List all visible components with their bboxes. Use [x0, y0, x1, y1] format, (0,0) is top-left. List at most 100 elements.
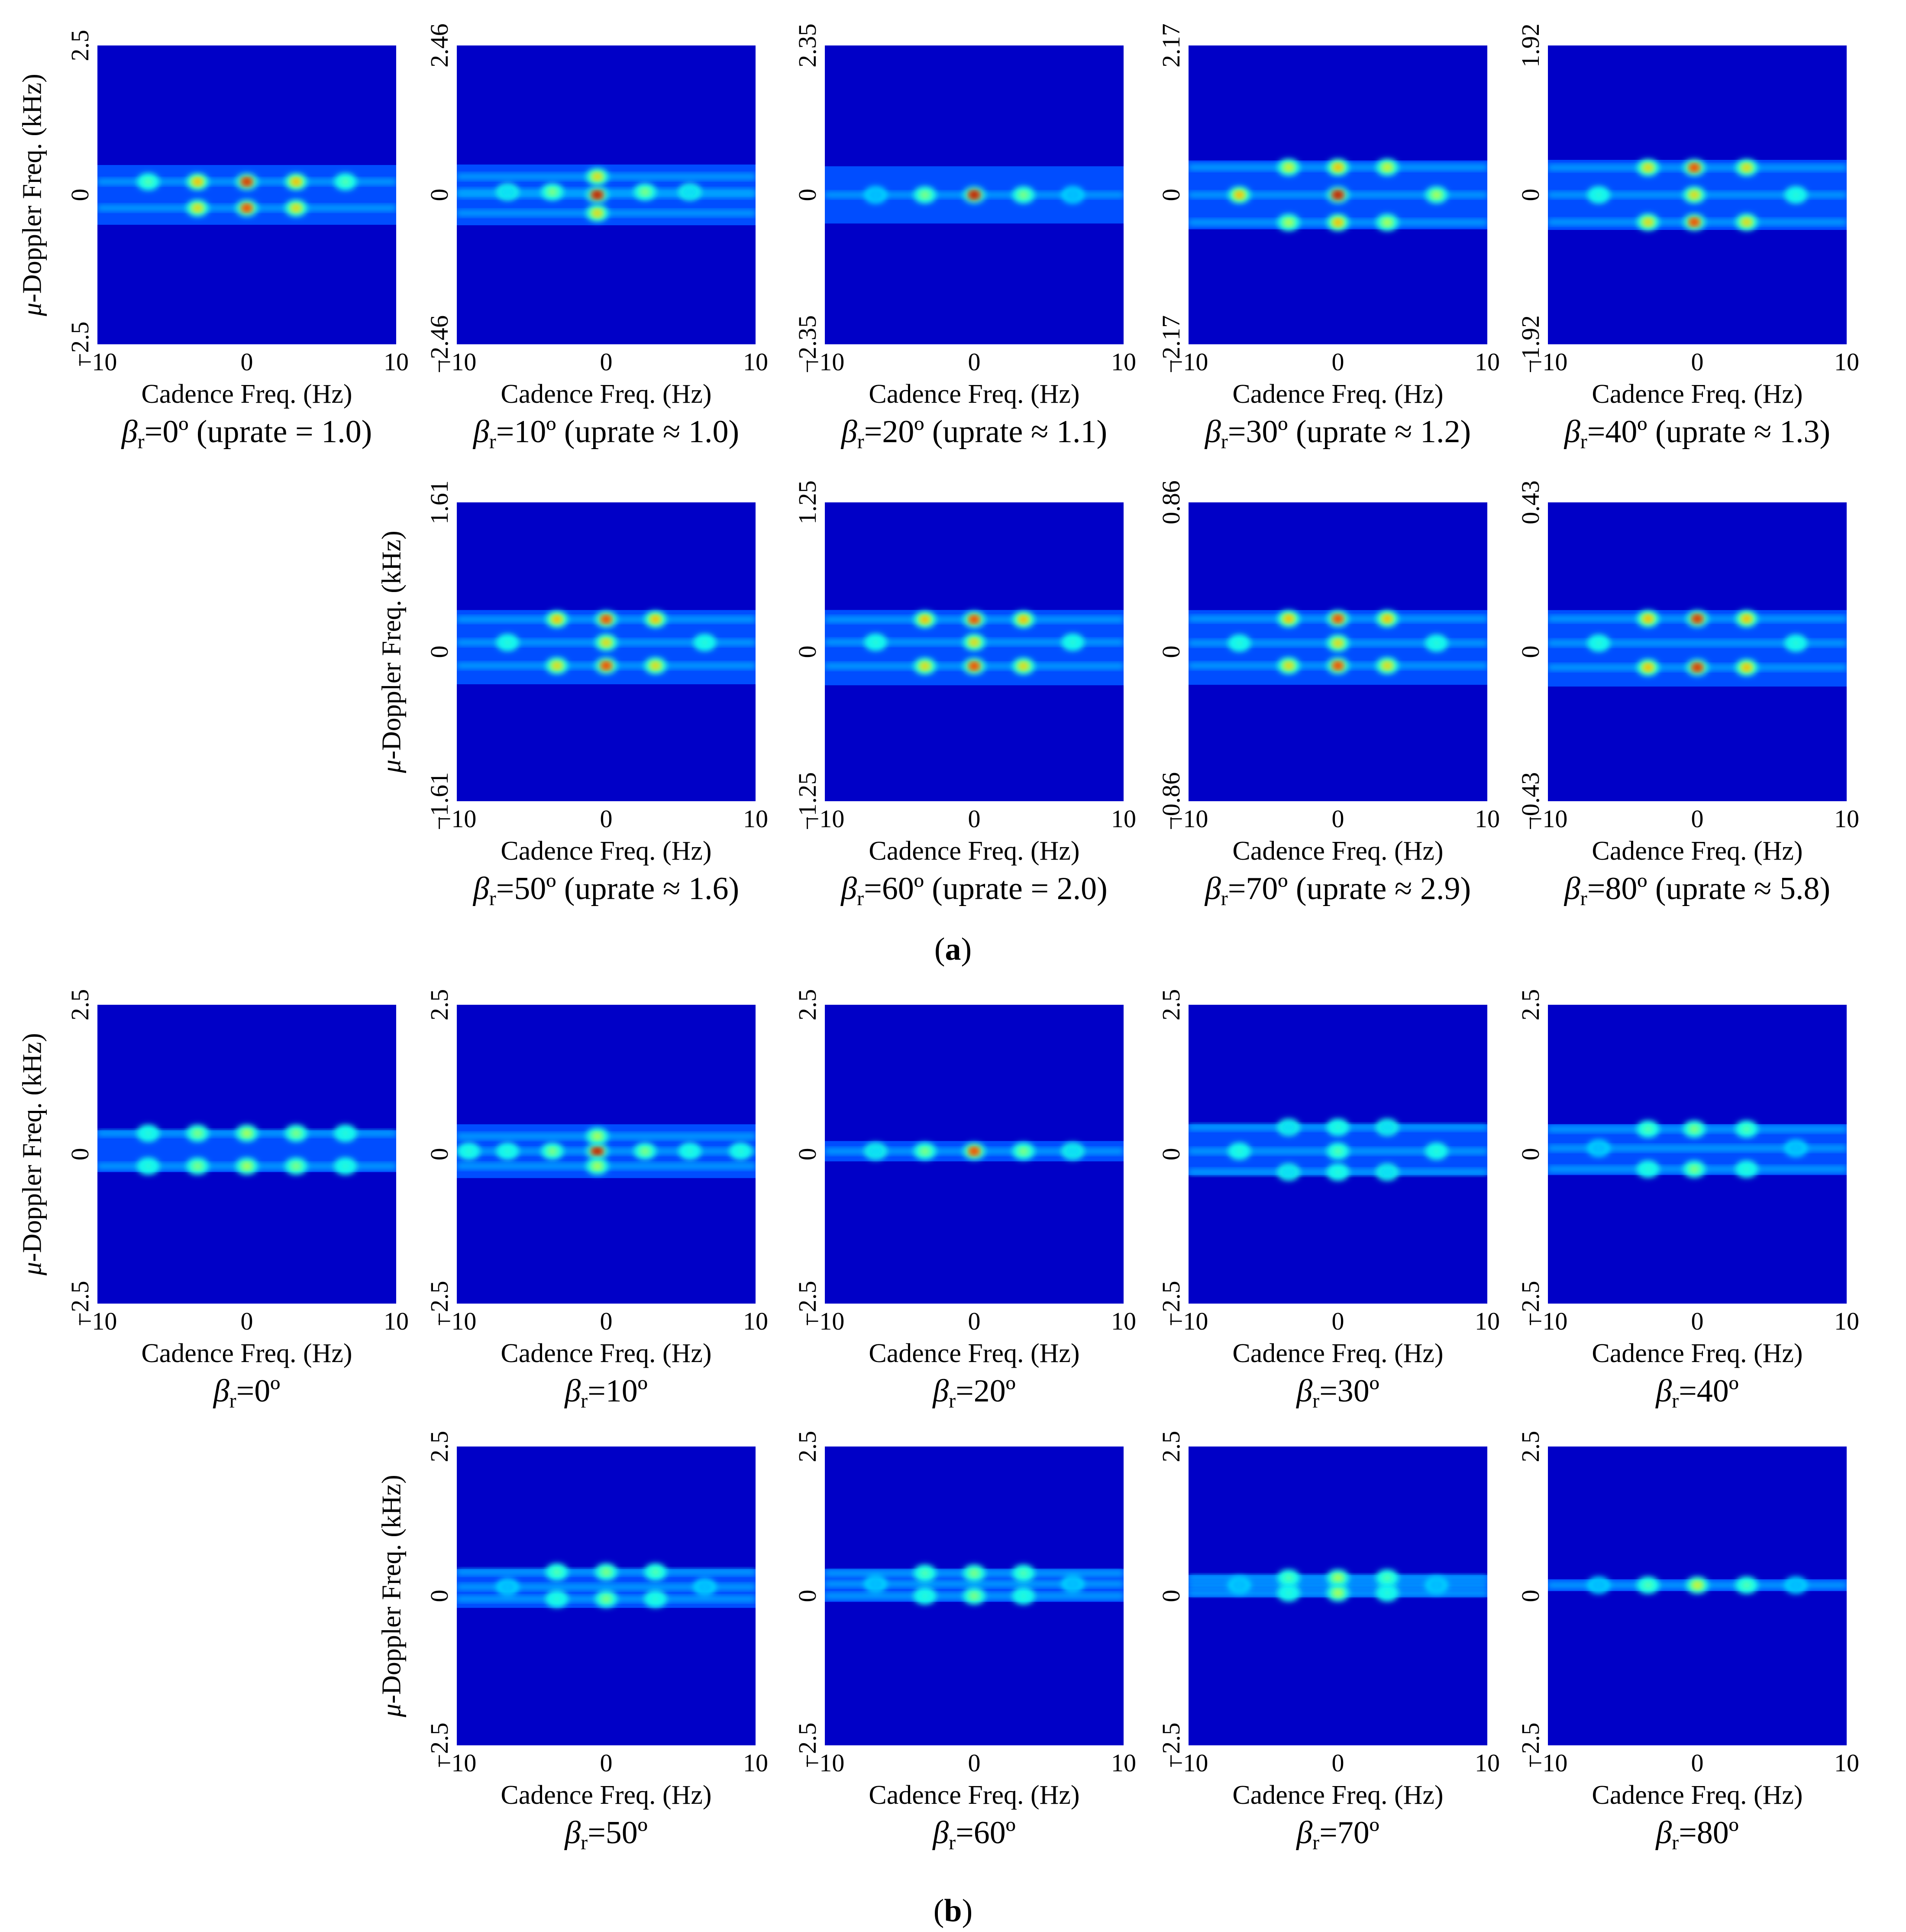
x-tick-label: 0 [1331, 1307, 1344, 1335]
heatmap-peak [1236, 192, 1243, 197]
beta-symbol: β [565, 1815, 581, 1851]
x-axis-label: Cadence Freq. (Hz) [141, 1339, 352, 1368]
beta-symbol: β [1205, 871, 1221, 906]
heatmap-peak [1644, 165, 1652, 171]
heatmap-peak [553, 617, 561, 622]
heatmap-peak [1644, 665, 1652, 670]
heatmap-plot-area [97, 1005, 396, 1304]
panel-caption: βr=0º (uprate = 1.0) [122, 414, 372, 453]
heatmap-peak [1069, 192, 1076, 197]
beta-symbol: β [1564, 414, 1580, 450]
x-tick-label: 0 [968, 1749, 981, 1777]
heatmap-peak [971, 639, 978, 645]
heatmap-plot-area [825, 1005, 1124, 1304]
y-axis-label-mu: μ [377, 1703, 407, 1717]
heatmap-svg [1189, 1447, 1487, 1745]
panel-caption: βr=10º (uprate ≈ 1.0) [473, 414, 739, 453]
x-tick-label: 10 [743, 1749, 768, 1777]
heatmap-peak [1691, 219, 1698, 225]
heatmap-peak [737, 1149, 744, 1154]
heatmap-peak [1792, 640, 1799, 646]
panel-caption: βr=80º [1656, 1815, 1739, 1854]
heatmap-svg [457, 1005, 756, 1304]
heatmap-peak [243, 1130, 250, 1136]
heatmap-peak [971, 1593, 978, 1599]
y-tick-label: 1.92 [1516, 23, 1544, 68]
heatmap-peak [1595, 192, 1602, 197]
x-tick-label: 0 [240, 1307, 253, 1335]
heatmap-plot-area [97, 45, 396, 344]
heatmap-peak [145, 179, 152, 184]
beta-symbol: β [213, 1373, 229, 1409]
heatmap-ridge [1548, 1146, 1847, 1151]
y-tick-label: 0.86 [1157, 480, 1185, 524]
heatmap-peak [652, 617, 659, 622]
x-axis-label: Cadence Freq. (Hz) [869, 379, 1080, 409]
heatmap-peak [145, 1163, 152, 1169]
heatmap-peak [1285, 1590, 1292, 1596]
heatmap-peak [504, 1584, 511, 1590]
heatmap-plot-area [457, 1005, 756, 1304]
caption-angle: =60º [956, 1815, 1016, 1851]
heatmap-peak [1691, 1166, 1698, 1172]
heatmap-peak [1743, 1582, 1750, 1588]
panel-caption: βr=60º (uprate = 2.0) [841, 871, 1107, 910]
heatmap-peak [1433, 192, 1440, 197]
heatmap-peak [1020, 1149, 1027, 1154]
heatmap-peak [1383, 1124, 1391, 1130]
x-tick-label: −10 [1169, 1307, 1208, 1335]
beta-subscript: r [1221, 430, 1228, 453]
heatmap-peak [1334, 192, 1341, 197]
heatmap-ridge [1548, 640, 1847, 646]
beta-symbol: β [1296, 1373, 1313, 1409]
x-axis-label: Cadence Freq. (Hz) [1232, 836, 1444, 866]
y-axis-label: μ-Doppler Freq. (kHz) [377, 1475, 407, 1717]
heatmap-peak [1069, 1149, 1076, 1154]
y-tick-label: 0 [1157, 1148, 1185, 1161]
heatmap-peak [1743, 1166, 1750, 1172]
x-tick-label: 0 [600, 1307, 613, 1335]
x-tick-label: 10 [1475, 1307, 1500, 1335]
caption-angle: =30º [1319, 1373, 1379, 1409]
heatmap-peak [1334, 616, 1341, 621]
heatmap-peak [1383, 220, 1391, 225]
x-tick-label: 0 [968, 1307, 981, 1335]
y-axis-label-text: -Doppler Freq. (kHz) [17, 74, 47, 303]
heatmap-peak [1334, 640, 1341, 646]
y-axis-label: μ-Doppler Freq. (kHz) [377, 531, 407, 773]
heatmap-plot-area [1189, 45, 1487, 344]
heatmap-peak [1383, 1575, 1391, 1581]
y-tick-label: 0 [793, 1589, 821, 1602]
x-tick-label: 10 [1475, 1749, 1500, 1777]
heatmap-peak [292, 1163, 300, 1169]
heatmap-peak [1595, 1146, 1602, 1151]
beta-subscript: r [1672, 1831, 1679, 1854]
heatmap-plot-area [825, 1447, 1124, 1745]
heatmap-peak [594, 1149, 601, 1154]
heatmap-peak [603, 1569, 610, 1575]
heatmap-peak [652, 1569, 659, 1575]
beta-subscript: r [229, 1389, 236, 1412]
heatmap-peak [921, 1149, 929, 1154]
x-tick-label: −10 [437, 805, 477, 833]
caption-angle: =80º (uprate ≈ 5.8) [1587, 871, 1831, 906]
heatmap-peak [292, 1130, 300, 1136]
heatmap-peak [594, 210, 601, 216]
heatmap-peak [971, 663, 978, 669]
y-tick-label: 0.43 [1516, 480, 1544, 524]
heatmap-peak [1644, 1126, 1652, 1132]
x-axis-label: Cadence Freq. (Hz) [869, 836, 1080, 866]
x-tick-label: 0 [1691, 805, 1704, 833]
heatmap-peak [921, 1570, 929, 1576]
x-axis-label: Cadence Freq. (Hz) [141, 379, 352, 409]
heatmap-peak [504, 640, 511, 645]
heatmap-ridge [457, 1584, 756, 1590]
beta-symbol: β [933, 1815, 949, 1851]
x-tick-label: 10 [384, 1307, 409, 1335]
heatmap-peak [594, 192, 601, 197]
panel-caption: βr=60º [933, 1815, 1016, 1854]
x-tick-label: 10 [1111, 1307, 1136, 1335]
x-axis-label: Cadence Freq. (Hz) [1232, 1339, 1444, 1368]
x-tick-label: −10 [1169, 805, 1208, 833]
x-tick-label: −10 [1528, 348, 1568, 376]
